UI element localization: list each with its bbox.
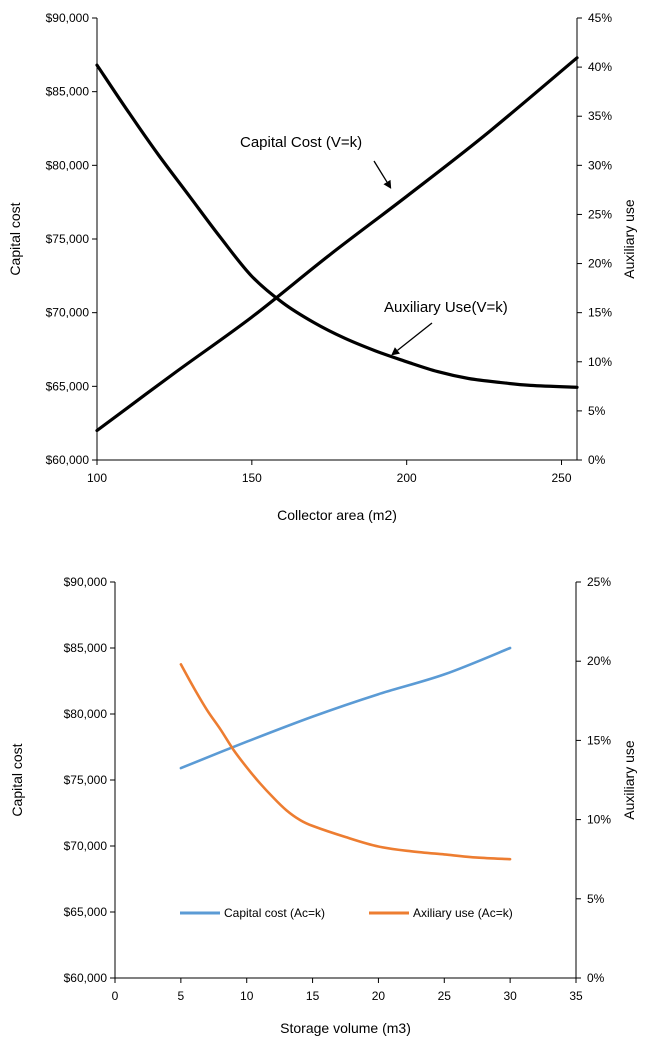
annotation-arrowhead <box>383 179 392 189</box>
series-line-1 <box>179 663 512 861</box>
y2-axis-title: Auxiliary use <box>621 740 637 820</box>
y-tick-label: $65,000 <box>64 905 108 919</box>
y-tick-label: $70,000 <box>64 839 108 853</box>
y2-tick-label: 45% <box>588 11 612 25</box>
y-tick-label: $85,000 <box>64 641 108 655</box>
x-axis-title: Storage volume (m3) <box>280 1020 411 1036</box>
y2-tick-label: 25% <box>588 207 612 221</box>
y2-tick-label: 10% <box>588 355 612 369</box>
y2-tick-label: 15% <box>588 306 612 320</box>
y-tick-label: $90,000 <box>46 11 90 25</box>
x-tick-label: 10 <box>240 989 254 1003</box>
y-tick-label: $75,000 <box>64 773 108 787</box>
series-line-0 <box>95 56 579 433</box>
y-axis-title: Capital cost <box>9 743 25 816</box>
y-tick-label: $80,000 <box>64 707 108 721</box>
x-tick-label: 200 <box>397 471 417 485</box>
y2-axis-title: Auxiliary use <box>621 199 637 279</box>
x-tick-label: 5 <box>178 989 185 1003</box>
x-tick-label: 35 <box>569 989 583 1003</box>
collector-area-chart: $60,000 $65,000 $70,000 $75,000 $80,000 $85,0… <box>7 11 637 523</box>
y-tick-label: $60,000 <box>46 453 90 467</box>
y2-tick-label: 20% <box>587 654 611 668</box>
y-tick-label: $80,000 <box>46 158 90 172</box>
x-tick-label: 30 <box>503 989 517 1003</box>
y-tick-label: $70,000 <box>46 306 90 320</box>
y-tick-label: $60,000 <box>64 971 108 985</box>
y2-tick-label: 35% <box>588 109 612 123</box>
storage-volume-chart: $60,000 $65,000 $70,000 $75,000 $80,000 $85,0… <box>9 575 637 1036</box>
x-tick-label: 0 <box>112 989 119 1003</box>
annotation-label: Capital Cost (V=k) <box>240 134 362 151</box>
y2-tick-label: 30% <box>588 158 612 172</box>
x-tick-label: 250 <box>552 471 572 485</box>
y2-tick-label: 5% <box>588 404 606 418</box>
annotation-arrow <box>397 322 433 351</box>
y2-tick-label: 0% <box>587 971 605 985</box>
y2-tick-label: 25% <box>587 575 611 589</box>
y-tick-label: $65,000 <box>46 379 90 393</box>
legend-label: Axiliary use (Ac=k) <box>413 906 513 920</box>
y-tick-label: $85,000 <box>46 85 90 99</box>
annotation-label: Auxiliary Use(V=k) <box>384 299 508 316</box>
series-line-1 <box>95 63 579 389</box>
y-tick-label: $90,000 <box>64 575 108 589</box>
y2-tick-label: 0% <box>588 453 606 467</box>
x-tick-label: 150 <box>242 471 262 485</box>
x-tick-label: 20 <box>372 989 386 1003</box>
legend-label: Capital cost (Ac=k) <box>224 906 325 920</box>
y2-tick-label: 5% <box>587 892 605 906</box>
x-tick-label: 25 <box>438 989 452 1003</box>
y2-tick-label: 15% <box>587 733 611 747</box>
x-tick-label: 15 <box>306 989 320 1003</box>
series-line-0 <box>179 646 512 770</box>
x-axis-title: Collector area (m2) <box>277 507 397 523</box>
annotation-arrow <box>373 160 388 183</box>
y2-tick-label: 40% <box>588 60 612 74</box>
y2-tick-label: 20% <box>588 257 612 271</box>
y-axis-title: Capital cost <box>7 202 23 275</box>
annotation-arrowhead <box>391 347 400 356</box>
y-tick-label: $75,000 <box>46 232 90 246</box>
y2-tick-label: 10% <box>587 813 611 827</box>
x-tick-label: 100 <box>87 471 107 485</box>
